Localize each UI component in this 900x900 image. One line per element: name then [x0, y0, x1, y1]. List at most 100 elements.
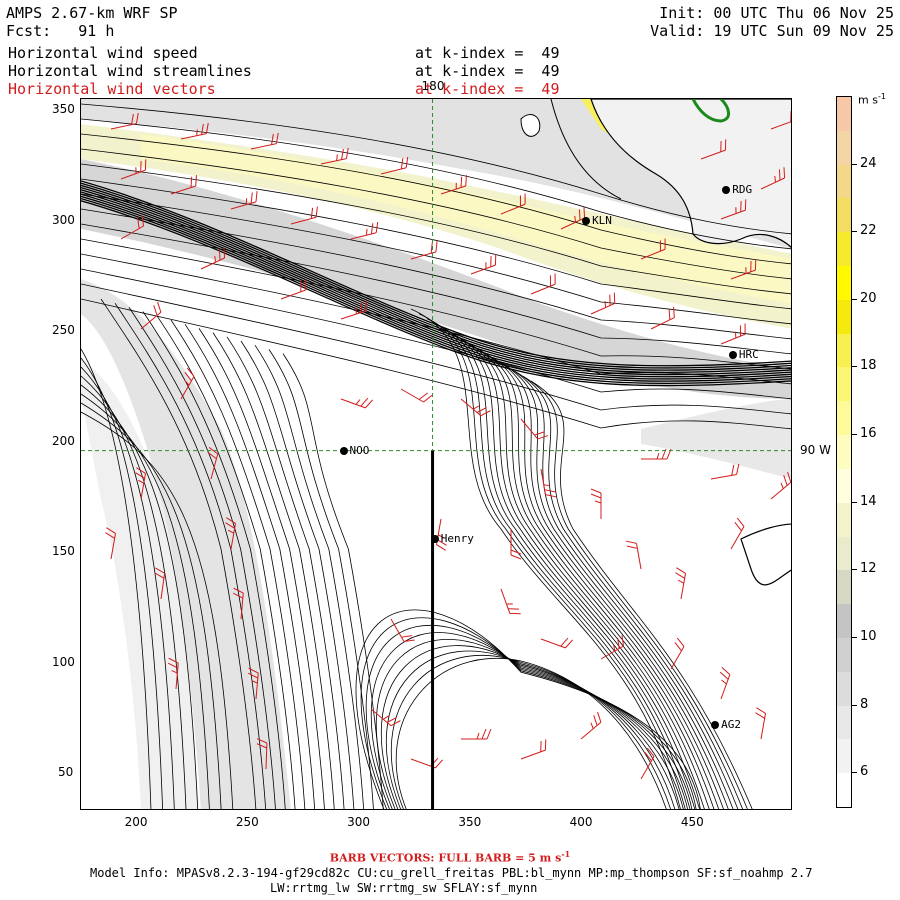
streamline [514, 371, 744, 809]
wind-barb [670, 637, 685, 670]
map-canvas [81, 99, 791, 809]
streamline [395, 658, 667, 809]
wind-barb [710, 463, 740, 480]
wind-barb [730, 259, 757, 280]
wind-barb [290, 206, 318, 225]
streamline [81, 184, 791, 371]
wind-barb [770, 111, 791, 130]
wind-barb [154, 567, 166, 600]
colorbar-tick-mark [852, 636, 857, 638]
x-tick-label: 200 [124, 815, 148, 829]
streamline [482, 351, 724, 809]
streamline [198, 328, 325, 809]
colorbar-tick-mark [852, 772, 857, 774]
field-name-speed: Horizontal wind speed [8, 44, 198, 62]
x-tick-label: 450 [680, 815, 704, 829]
parallel-label: 90 W [800, 442, 831, 457]
y-tick-label: 350 [52, 102, 75, 117]
streamline [212, 332, 335, 809]
wind-barb [770, 471, 791, 500]
wind-barb [250, 132, 279, 150]
wind-barb [180, 367, 195, 400]
colorbar-tick-mark [852, 501, 857, 503]
streamline [268, 349, 374, 809]
streamline [128, 307, 276, 809]
colorbar-bin [837, 705, 851, 740]
streamline [81, 195, 791, 382]
streamline [81, 186, 791, 374]
colorbar-tick-label: 10 [860, 628, 877, 644]
streamline [81, 193, 791, 380]
streamline [81, 182, 791, 369]
streamline [81, 268, 791, 400]
streamline [360, 617, 697, 809]
wind-barb [720, 199, 747, 220]
wind-barb [580, 711, 602, 740]
x-tick-label: 250 [235, 815, 259, 829]
station-marker [728, 351, 737, 360]
wind-barb [410, 757, 443, 769]
colorbar-tick-label: 22 [860, 223, 877, 239]
wind-barb [470, 254, 497, 275]
colorbar-tick-mark [852, 298, 857, 300]
wind-barbs [105, 111, 791, 780]
speed-band-3 [141, 134, 791, 304]
wind-barb [320, 147, 349, 165]
streamline [522, 375, 748, 809]
streamline [81, 103, 791, 235]
colorbar-tick-mark [852, 163, 857, 165]
streamline [426, 318, 691, 809]
speed-band-8 [641, 399, 791, 479]
colorbar-tick-mark [852, 231, 857, 233]
station-marker [711, 720, 720, 729]
streamline [458, 337, 710, 809]
field-name-streamlines: Horizontal wind streamlines [8, 62, 252, 80]
barb-legend: BARB VECTORS: FULL BARB = 5 m s-1 [329, 849, 571, 865]
wind-barb [755, 707, 767, 740]
wind-barb [340, 397, 373, 409]
colorbar-tick-label: 12 [860, 561, 877, 577]
colorbar-bin [837, 198, 851, 233]
colorbar-unit: m s-1 [858, 92, 886, 107]
station-marker [722, 185, 731, 194]
streamline [81, 200, 791, 387]
station-marker [430, 535, 439, 544]
wind-barb [719, 667, 731, 700]
streamline [81, 193, 791, 325]
streamline [81, 180, 791, 367]
y-tick-label: 250 [52, 323, 75, 338]
wind-barb [340, 300, 367, 320]
streamline [81, 375, 187, 809]
colorbar-bin [837, 367, 851, 402]
streamline [81, 283, 791, 415]
field-level-speed: at k-index = 49 [415, 44, 560, 62]
speed-band-7 [81, 359, 199, 809]
streamline [81, 384, 199, 809]
streamline [81, 393, 210, 809]
y-tick-label: 200 [52, 433, 75, 448]
terrain-contour [691, 99, 730, 123]
x-tick-label: 350 [458, 815, 482, 829]
wind-barb [650, 306, 675, 330]
streamline [142, 311, 286, 809]
streamline [506, 366, 739, 809]
station-label: NOO [349, 443, 370, 457]
y-tick-label: 50 [58, 765, 74, 780]
coastline-east [740, 523, 791, 586]
wind-barb [500, 193, 526, 215]
wind-barb [510, 529, 522, 560]
streamline [81, 163, 791, 295]
station-label: AG2 [721, 717, 741, 731]
colorbar-tick-mark [852, 704, 857, 706]
streamline [81, 238, 791, 370]
colorbar-bin [837, 266, 851, 300]
colorbar-bin [837, 637, 851, 672]
streamline [530, 380, 753, 809]
station-marker [339, 446, 348, 455]
wind-barb [232, 587, 244, 620]
wind-barb [400, 388, 433, 403]
streamline [498, 361, 734, 809]
wind-barb [500, 588, 521, 615]
streamline [434, 323, 696, 809]
wind-barb [256, 738, 268, 770]
